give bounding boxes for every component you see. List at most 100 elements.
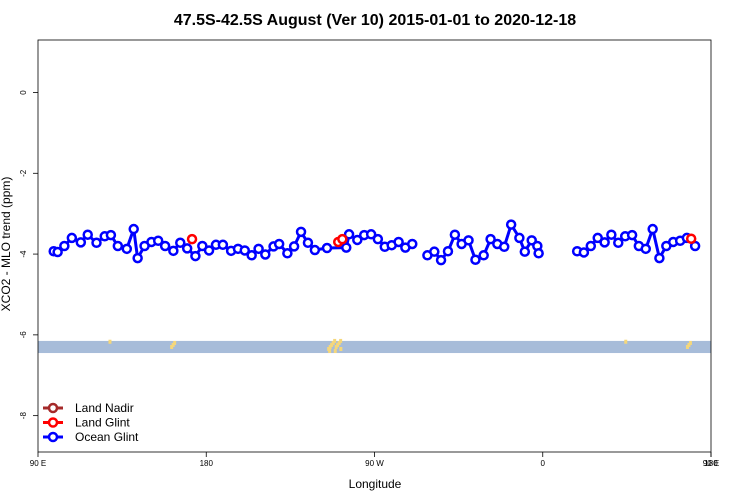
ocean-glint-point (121, 243, 133, 255)
ocean-glint-point (449, 229, 461, 240)
ocean-glint-point (253, 243, 264, 255)
land-markers (108, 338, 692, 354)
ocean-glint-point (66, 232, 78, 244)
land-marker (330, 342, 334, 347)
ocean-glint-point (203, 245, 215, 256)
x-axis-label: Longitude (349, 477, 402, 491)
ocean-glint-point (372, 233, 384, 245)
ocean-glint-point (273, 238, 285, 250)
legend-marker (47, 431, 59, 443)
ocean-glint-point (152, 235, 164, 246)
land-marker (337, 340, 341, 345)
ocean-glint-point (302, 237, 314, 249)
ocean-glint-point (478, 250, 489, 261)
ocean-glint-point (533, 248, 544, 259)
ocean-glint-point (112, 240, 124, 252)
land-marker (328, 349, 332, 354)
ocean-glint-point (519, 246, 531, 257)
ocean-glint-point (498, 241, 510, 253)
land-marker (339, 347, 343, 351)
land-marker (688, 340, 692, 345)
ocean-glint-point (435, 254, 447, 266)
ocean-glint-point (470, 254, 481, 265)
series-layer (48, 219, 701, 266)
land-glint-point (685, 233, 697, 244)
ocean-glint-point (295, 226, 307, 238)
ocean-glint-point (578, 247, 590, 258)
land-marker (173, 340, 177, 345)
y-tick-label: -6 (19, 331, 28, 339)
ocean-glint-point (91, 237, 102, 249)
ocean-glint-point (393, 236, 404, 248)
x-tick-label: 90 E (703, 459, 719, 468)
land-marker (687, 342, 691, 347)
ocean-glint-point (260, 249, 271, 260)
ocean-glint-point (288, 241, 300, 252)
ocean-glint-point (175, 237, 186, 249)
chart-title: 47.5S-42.5S August (Ver 10) 2015-01-01 t… (174, 12, 576, 29)
land-marker (624, 339, 628, 344)
land-marker (108, 339, 112, 344)
ocean-glint-point (365, 229, 377, 240)
ocean-glint-point (463, 235, 474, 246)
ocean-glint-point (640, 243, 652, 255)
ocean-glint-point (59, 240, 70, 252)
ocean-glint-point (606, 229, 617, 240)
ocean-glint-point (654, 252, 665, 264)
legend-label: Land Nadir (75, 401, 134, 415)
ocean-glint-point (341, 242, 352, 253)
x-tick-label: 90 E (30, 459, 46, 468)
y-tick-label: -8 (19, 412, 28, 420)
ocean-glint-point (647, 223, 658, 235)
ocean-glint-point (190, 250, 201, 262)
ocean-glint-point (105, 229, 117, 241)
x-tick-label: 0 (541, 459, 546, 468)
y-tick-label: -2 (19, 169, 28, 177)
land-marker (327, 347, 331, 351)
ocean-glint-point (217, 239, 229, 251)
land-marker (331, 340, 335, 345)
ocean-glint-point (352, 234, 363, 246)
y-tick-label: -4 (19, 250, 28, 258)
ocean-glint-point (407, 238, 418, 250)
ocean-glint-point (626, 229, 638, 241)
ocean-glint-point (75, 237, 87, 248)
ocean-glint-point (505, 219, 517, 230)
ocean-glint-point (82, 229, 93, 240)
ocean-glint-point (429, 246, 440, 257)
legend-marker (47, 417, 59, 428)
land-glint-point (186, 233, 198, 245)
land-marker (171, 342, 175, 347)
ocean-glint-point (132, 252, 143, 264)
ocean-glint-point (159, 240, 171, 252)
land-marker (328, 344, 332, 349)
ocean-glint-point (52, 246, 63, 258)
y-tick-label: 0 (19, 90, 28, 95)
land-marker (334, 344, 338, 349)
ocean-glint-point (592, 232, 603, 244)
band-rect (38, 340, 711, 354)
ocean-glint-point (321, 242, 333, 254)
ocean-glint-point (514, 232, 525, 244)
land-glint-point (337, 233, 348, 245)
ocean-glint-point (168, 245, 179, 257)
land-marker (339, 338, 343, 343)
y-axis: 0 -2 -4 -6 -8 (19, 90, 38, 419)
legend-label: Land Glint (75, 416, 130, 430)
land-marker (336, 342, 340, 347)
y-axis-label: XCO2 - MLO trend (ppm) (0, 177, 13, 312)
ocean-band (38, 340, 711, 354)
ocean-glint-point (442, 246, 454, 257)
land-marker (333, 349, 337, 354)
ocean-glint-point (282, 248, 293, 259)
land-marker (333, 338, 337, 343)
ocean-glint-point (599, 237, 610, 248)
legend-label: Ocean Glint (75, 430, 139, 444)
ocean-glint-point (585, 240, 597, 252)
ocean-glint-point (343, 229, 355, 240)
legend-marker (47, 402, 59, 414)
x-tick-label: 90 W (365, 459, 384, 468)
